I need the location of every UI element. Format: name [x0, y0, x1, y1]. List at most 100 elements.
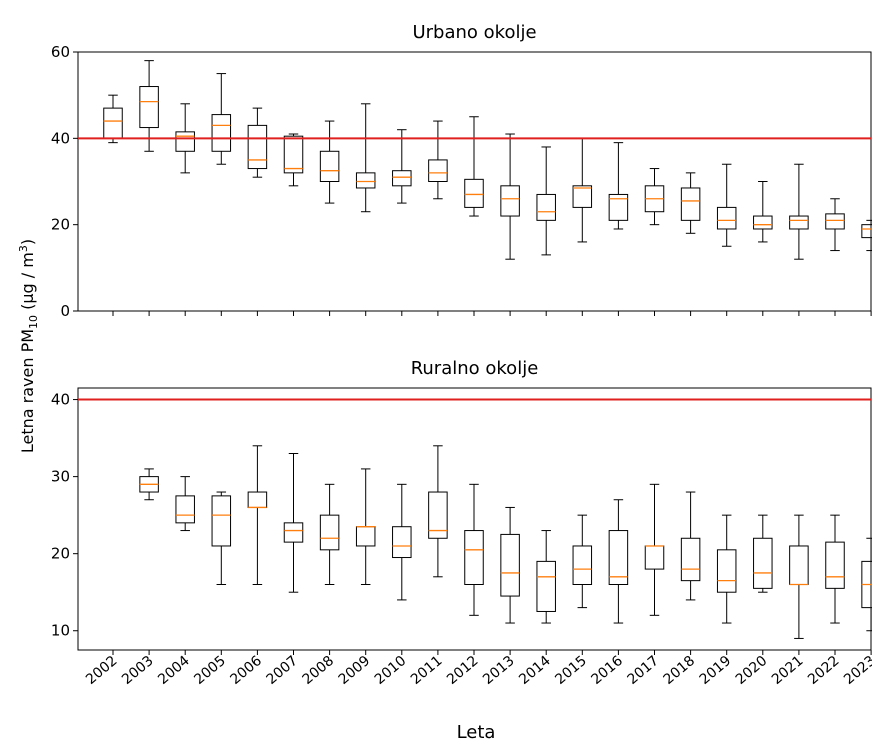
box-2010: [392, 483, 412, 601]
box-iqr: [644, 545, 665, 570]
box-2018: [680, 172, 701, 234]
box-iqr: [247, 491, 268, 508]
box-iqr: [211, 495, 232, 547]
box-iqr: [789, 545, 809, 585]
box-2012: [464, 483, 484, 616]
box-2022: [825, 198, 845, 252]
box-iqr: [103, 107, 123, 139]
box-iqr: [500, 185, 520, 217]
x-tick-label: 2011: [408, 653, 446, 688]
x-tick-label: 2003: [119, 653, 157, 688]
box-iqr: [753, 215, 773, 230]
box-iqr: [428, 491, 448, 539]
box-iqr: [319, 150, 340, 183]
box-2023: [861, 537, 872, 632]
x-tick-label: 2007: [263, 653, 301, 688]
plot-frame: [77, 51, 872, 312]
box-2004: [175, 476, 195, 532]
box-2015: [572, 514, 593, 609]
box-2018: [680, 491, 701, 601]
box-iqr: [608, 193, 629, 221]
x-tick-labels: 2002200320042005200620072008200920102011…: [83, 653, 872, 688]
x-tick-label: 2022: [805, 653, 843, 688]
box-iqr: [247, 124, 268, 170]
x-tick-label: 2002: [83, 653, 121, 688]
rural-panel: Ruralno okolje 10 20 30 40: [51, 358, 872, 655]
box-iqr: [825, 213, 845, 230]
box-iqr: [175, 495, 195, 524]
urban-panel: Urbano okolje 0 20 40 60: [51, 22, 872, 320]
box-2007: [283, 133, 304, 187]
box-2013: [500, 133, 520, 260]
box-iqr: [572, 185, 593, 208]
x-tick-label: 2014: [516, 653, 554, 688]
x-tick-label: 2008: [300, 653, 338, 688]
x-tick-label: 2010: [372, 653, 410, 688]
x-tick-label: 2012: [444, 653, 482, 688]
x-tick-label: 2015: [552, 653, 590, 688]
box-2014: [536, 146, 556, 256]
box-2020: [753, 181, 773, 243]
box-2019: [716, 514, 737, 624]
box-iqr: [283, 522, 304, 543]
box-2013: [500, 506, 520, 624]
box-iqr: [175, 131, 195, 152]
box-iqr: [464, 530, 484, 586]
box-iqr: [319, 514, 340, 551]
y-tick-label: 30: [51, 468, 70, 486]
box-iqr: [680, 537, 701, 582]
box-2016: [608, 142, 629, 230]
x-tick-label: 2006: [227, 653, 265, 688]
y-tick-label: 40: [51, 129, 70, 147]
box-2023: [861, 219, 872, 252]
box-2011: [428, 445, 448, 578]
box-2020: [753, 514, 773, 593]
box-iqr: [355, 526, 376, 547]
box-iqr: [536, 193, 556, 221]
box-iqr: [753, 537, 773, 589]
box-iqr: [861, 224, 872, 239]
box-2003: [139, 468, 159, 501]
box-iqr: [283, 135, 304, 174]
box-2016: [608, 499, 629, 624]
box-2011: [428, 120, 448, 200]
box-2022: [825, 514, 845, 624]
x-tick-label: 2004: [155, 653, 193, 688]
box-iqr: [608, 530, 629, 586]
x-tick-label: 2016: [588, 653, 626, 688]
box-iqr: [716, 206, 737, 230]
x-tick-label: 2021: [769, 653, 807, 688]
box-iqr: [572, 545, 593, 585]
box-iqr: [789, 215, 809, 230]
box-iqr: [392, 170, 412, 187]
box-2003: [139, 60, 159, 152]
box-2021: [789, 163, 809, 260]
box-2005: [211, 73, 232, 165]
box-iqr: [392, 526, 412, 559]
x-tick-label: 2005: [191, 653, 229, 688]
x-axis-label: Leta: [457, 722, 496, 743]
x-tick-label: 2020: [733, 653, 771, 688]
y-tick-label: 0: [60, 302, 70, 320]
box-2017: [644, 483, 665, 616]
y-tick-label: 20: [51, 545, 70, 563]
box-iqr: [428, 159, 448, 183]
box-2009: [355, 103, 376, 213]
box-2008: [319, 483, 340, 585]
box-iqr: [680, 187, 701, 221]
box-2005: [211, 491, 232, 585]
box-2012: [464, 116, 484, 217]
box-iqr: [464, 178, 484, 208]
x-tick-label: 2009: [336, 653, 374, 688]
x-tick-label: 2019: [697, 653, 735, 688]
box-iqr: [536, 560, 556, 612]
box-2006: [247, 107, 268, 178]
box-iqr: [825, 541, 845, 589]
box-2002: [103, 94, 123, 144]
panel-title: Urbano okolje: [412, 22, 536, 43]
x-tick-label: 2013: [480, 653, 518, 688]
box-2008: [319, 120, 340, 204]
box-2007: [283, 453, 304, 593]
box-iqr: [139, 86, 159, 129]
